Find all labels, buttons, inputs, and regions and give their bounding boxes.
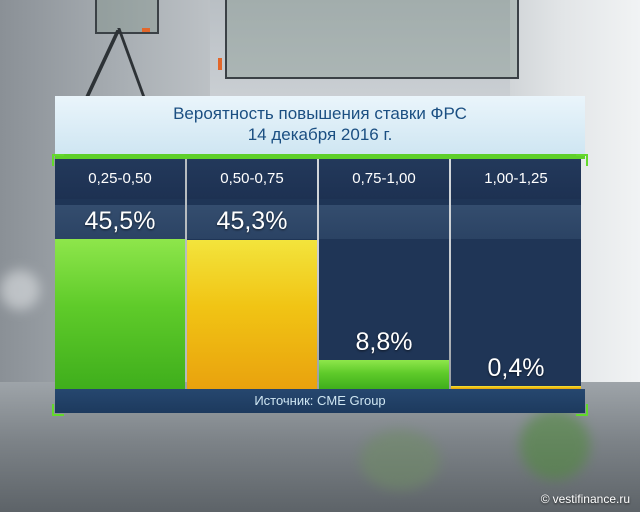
watermark-text: vestifinance.ru [552, 492, 630, 506]
data-label: 45,5% [84, 207, 156, 235]
studio-beam-accent [142, 28, 150, 32]
studio-reflection [360, 430, 440, 490]
source-footer: Источник: CME Group [55, 389, 585, 413]
category-label: 0,75-1,00 [319, 159, 449, 199]
data-label: 0,4% [487, 354, 545, 382]
bar [319, 360, 449, 389]
frame-corner [52, 154, 64, 166]
bar-column: 0,50-0,75 45,3% [187, 159, 317, 389]
category-label: 1,00-1,25 [451, 159, 581, 199]
bar-column: 1,00-1,25 0,4% [451, 159, 581, 389]
data-label: 45,3% [216, 207, 288, 235]
chart-title-box: Вероятность повышения ставки ФРС 14 дека… [55, 96, 585, 154]
value-band [187, 205, 317, 239]
category-label: 0,50-0,75 [187, 159, 317, 199]
watermark: © vestifinance.ru [541, 492, 630, 506]
studio-glass-box [225, 0, 519, 79]
title-accent-strip [55, 154, 585, 159]
bar-column: 0,25-0,50 45,5% [55, 159, 185, 389]
bar [55, 239, 185, 389]
frame-corner [52, 404, 64, 416]
data-label: 8,8% [355, 328, 413, 356]
bar [451, 386, 581, 389]
chart-subtitle: 14 декабря 2016 г. [247, 125, 393, 144]
copyright-symbol: © [540, 492, 550, 506]
category-label: 0,25-0,50 [55, 159, 185, 199]
bar [187, 240, 317, 389]
bar-column: 0,75-1,00 8,8% [319, 159, 449, 389]
frame-corner [576, 404, 588, 416]
chart-title: Вероятность повышения ставки ФРС [173, 104, 467, 123]
frame-corner [576, 154, 588, 166]
value-band [319, 205, 449, 239]
value-band [55, 205, 185, 239]
chart-panel: Вероятность повышения ставки ФРС 14 дека… [52, 96, 588, 416]
studio-reflection [520, 410, 590, 480]
studio-beam-accent [218, 58, 222, 70]
value-band [451, 205, 581, 239]
studio-reflection [0, 270, 40, 310]
